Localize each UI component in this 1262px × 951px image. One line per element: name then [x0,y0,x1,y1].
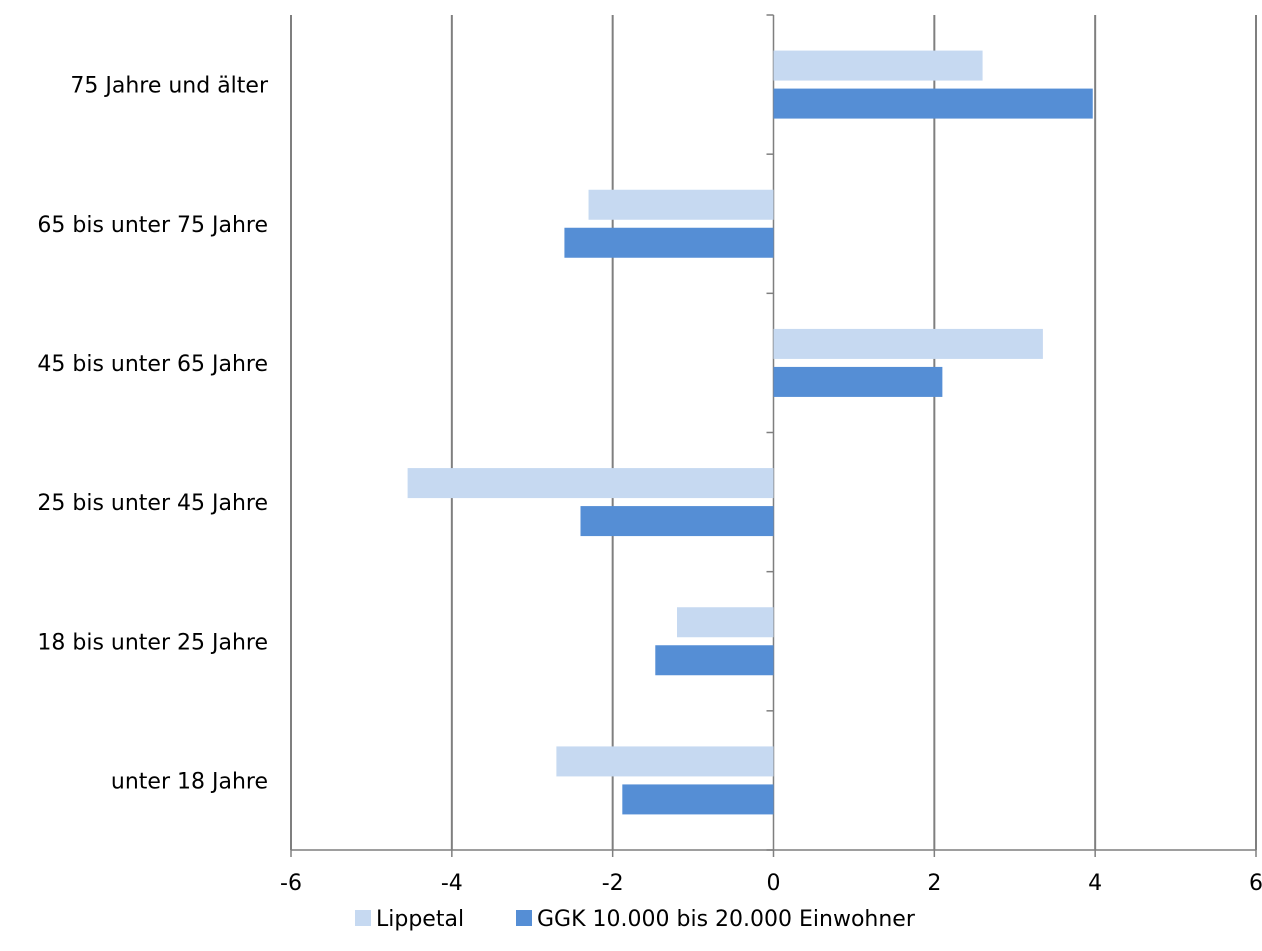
bar-lippetal-0 [773,50,983,81]
category-label: 25 bis unter 45 Jahre [37,491,268,516]
gridlines [290,15,1257,850]
x-tick-labels: -6 -4 -2 0 2 4 6 [280,871,1262,896]
bar-lippetal-1 [588,189,774,220]
bar-ggk-0 [773,88,1093,119]
bar-lippetal-2 [773,328,1043,359]
bar-ggk-1 [564,227,774,258]
category-label: 45 bis unter 65 Jahre [37,352,268,377]
category-label: unter 18 Jahre [111,769,268,794]
bar-ggk-3 [580,506,774,537]
category-label: 65 bis unter 75 Jahre [37,213,268,238]
bar-lippetal-5 [556,746,774,777]
x-tick-label: 2 [927,871,941,896]
x-tick-label: -6 [280,871,302,896]
legend-swatch [355,910,371,926]
x-tick-label: 4 [1088,871,1102,896]
bar-lippetal-4 [677,607,774,638]
legend-label: GGK 10.000 bis 20.000 Einwohner [537,907,916,932]
legend: Lippetal GGK 10.000 bis 20.000 Einwohner [355,907,916,932]
bar-ggk-5 [622,784,774,815]
legend-label: Lippetal [376,907,464,932]
category-labels: 75 Jahre und älter 65 bis unter 75 Jahre 4… [37,74,269,795]
x-tick-label: -2 [602,871,624,896]
category-label: 18 bis unter 25 Jahre [37,630,268,655]
bar-lippetal-3 [407,468,774,499]
bars [407,50,1093,815]
x-tick-label: 0 [767,871,781,896]
axes [290,14,1257,857]
bar-ggk-4 [655,645,774,676]
bar-ggk-2 [773,366,943,397]
category-label: 75 Jahre und älter [70,74,269,99]
x-tick-label: 6 [1249,871,1262,896]
legend-swatch [516,910,532,926]
x-tick-label: -4 [441,871,463,896]
